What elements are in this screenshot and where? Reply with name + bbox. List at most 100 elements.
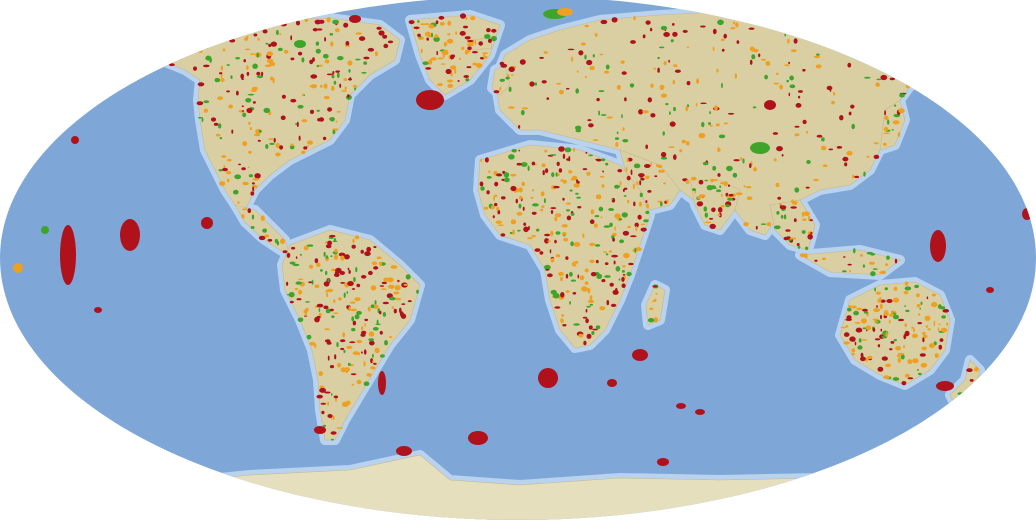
status-patch bbox=[298, 135, 301, 141]
status-patch bbox=[197, 82, 205, 87]
status-patch bbox=[516, 211, 523, 216]
status-patch bbox=[709, 217, 714, 220]
status-patch bbox=[252, 63, 258, 69]
status-patch bbox=[704, 212, 708, 218]
status-patch bbox=[220, 65, 224, 71]
status-patch bbox=[230, 75, 233, 79]
status-patch bbox=[645, 20, 651, 25]
status-patch bbox=[957, 392, 964, 395]
status-patch bbox=[510, 185, 517, 192]
status-patch bbox=[355, 267, 358, 273]
status-patch bbox=[587, 287, 591, 294]
status-patch bbox=[332, 129, 336, 135]
status-patch bbox=[922, 337, 925, 343]
status-patch bbox=[856, 307, 863, 311]
status-patch bbox=[805, 186, 810, 189]
status-patch bbox=[798, 95, 801, 99]
status-patch bbox=[290, 143, 294, 147]
status-patch bbox=[447, 83, 454, 88]
status-patch bbox=[614, 137, 620, 140]
status-patch bbox=[351, 327, 356, 332]
status-patch bbox=[236, 90, 239, 96]
status-patch bbox=[785, 229, 791, 232]
status-patch bbox=[280, 238, 285, 245]
status-patch bbox=[865, 325, 872, 331]
status-patch bbox=[218, 123, 222, 129]
status-patch bbox=[248, 121, 251, 126]
status-patch bbox=[242, 208, 248, 211]
status-patch bbox=[210, 117, 217, 122]
status-patch bbox=[783, 236, 789, 241]
status-patch bbox=[323, 424, 326, 427]
status-patch bbox=[571, 175, 578, 181]
status-patch bbox=[347, 267, 350, 271]
status-patch bbox=[338, 297, 342, 301]
status-patch bbox=[261, 71, 264, 77]
status-patch bbox=[383, 43, 389, 49]
status-patch bbox=[324, 59, 330, 64]
status-patch bbox=[217, 96, 224, 100]
status-patch bbox=[719, 185, 722, 188]
status-patch bbox=[621, 276, 625, 282]
status-patch bbox=[715, 123, 720, 127]
status-patch bbox=[822, 257, 826, 261]
status-patch bbox=[562, 153, 566, 159]
status-patch bbox=[903, 345, 905, 349]
status-patch bbox=[635, 247, 642, 252]
status-patch bbox=[753, 167, 757, 172]
status-patch bbox=[848, 111, 852, 116]
status-patch bbox=[443, 41, 448, 47]
status-patch bbox=[349, 301, 356, 304]
status-patch bbox=[373, 362, 377, 365]
status-patch bbox=[265, 42, 269, 45]
status-patch bbox=[700, 102, 707, 105]
status-patch bbox=[622, 188, 625, 192]
status-patch bbox=[344, 45, 350, 47]
status-patch bbox=[298, 289, 303, 295]
status-patch bbox=[290, 19, 295, 23]
status-patch bbox=[333, 312, 339, 315]
status-patch bbox=[697, 196, 701, 200]
status-patch bbox=[698, 179, 704, 185]
status-patch bbox=[334, 354, 337, 360]
status-patch bbox=[363, 61, 368, 65]
status-patch bbox=[853, 248, 856, 254]
status-patch bbox=[294, 287, 299, 291]
status-patch bbox=[894, 59, 897, 63]
status-patch bbox=[273, 137, 276, 143]
marine-protected-area bbox=[349, 15, 361, 23]
status-patch bbox=[547, 273, 553, 278]
status-patch bbox=[566, 215, 572, 221]
status-patch bbox=[480, 158, 483, 162]
status-patch bbox=[503, 172, 510, 178]
status-patch bbox=[376, 26, 382, 30]
status-patch bbox=[464, 36, 471, 40]
status-patch bbox=[314, 284, 320, 289]
status-patch bbox=[919, 353, 926, 357]
status-patch bbox=[321, 410, 325, 415]
status-patch bbox=[508, 154, 515, 160]
status-patch bbox=[430, 57, 437, 61]
status-patch bbox=[865, 357, 868, 362]
status-patch bbox=[829, 87, 832, 92]
status-patch bbox=[803, 31, 827, 39]
status-patch bbox=[704, 179, 708, 182]
status-patch bbox=[584, 75, 587, 79]
status-patch bbox=[615, 142, 619, 147]
status-patch bbox=[657, 164, 663, 169]
status-patch bbox=[399, 311, 404, 317]
status-patch bbox=[340, 255, 345, 261]
status-patch bbox=[324, 328, 330, 331]
status-patch bbox=[192, 38, 197, 42]
status-patch bbox=[792, 200, 798, 205]
status-patch bbox=[872, 327, 876, 332]
status-patch bbox=[294, 40, 306, 48]
status-patch bbox=[504, 177, 510, 183]
status-patch bbox=[511, 148, 517, 153]
status-patch bbox=[844, 162, 848, 167]
status-patch bbox=[389, 336, 393, 338]
status-patch bbox=[339, 83, 342, 88]
status-patch bbox=[197, 39, 204, 45]
status-patch bbox=[600, 216, 603, 219]
status-patch bbox=[347, 94, 350, 98]
